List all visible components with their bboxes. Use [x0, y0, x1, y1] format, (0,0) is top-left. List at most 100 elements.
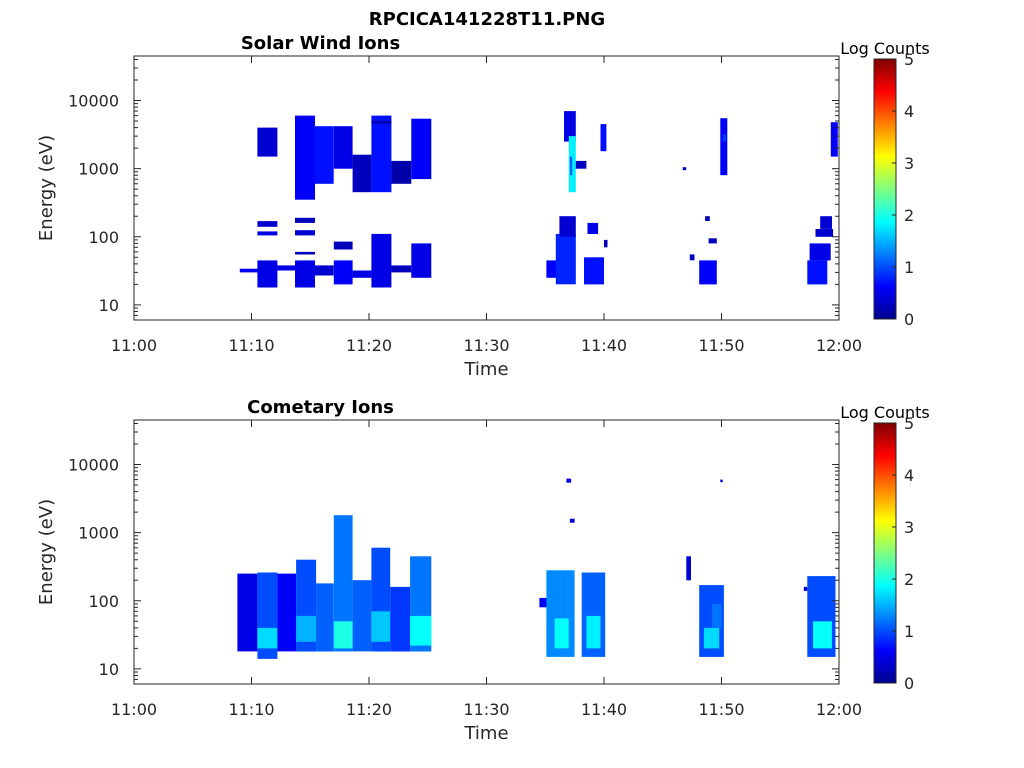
heatmap-cell	[295, 115, 315, 200]
heatmap-cell	[699, 260, 717, 285]
heatmap-cell	[257, 127, 278, 157]
heatmap-cell	[333, 126, 353, 169]
heatmap-cell	[352, 580, 372, 652]
heatmap-cell	[333, 621, 353, 649]
heatmap-cell	[587, 222, 599, 234]
x-tick-label: 11:40	[581, 336, 627, 355]
heatmap-cell	[333, 241, 353, 250]
colorbar-tick-label: 4	[904, 102, 914, 121]
heatmap-cell	[686, 556, 691, 581]
heatmap-cell	[295, 260, 315, 288]
heatmap-cell	[564, 111, 576, 142]
heatmap-cell	[820, 216, 832, 229]
heatmap-cell	[295, 217, 315, 223]
x-tick-label: 12:00	[816, 700, 862, 719]
x-tick-label: 11:50	[698, 700, 744, 719]
heatmap-cell	[391, 265, 412, 273]
heatmap-cell	[586, 615, 601, 649]
heatmap-cell	[559, 216, 576, 237]
heatmap-cell	[554, 618, 569, 649]
heatmap-cell	[371, 611, 391, 642]
panel-title: Solar Wind Ions	[241, 33, 400, 54]
heatmap-cell	[411, 243, 432, 278]
heatmap-cell	[314, 265, 334, 276]
panel-title: Cometary Ions	[247, 397, 394, 418]
y-tick-label: 1000	[78, 524, 119, 543]
heatmap-cell	[295, 251, 315, 255]
heatmap-cell	[257, 627, 278, 649]
heatmap-cell	[333, 260, 353, 285]
heatmap-cell	[584, 257, 604, 285]
x-tick-label: 11:20	[346, 700, 392, 719]
y-tick-label: 1000	[78, 160, 119, 179]
colorbar-tick-label: 4	[904, 466, 914, 485]
colorbar-tick-label: 5	[904, 50, 914, 69]
heatmap-cell	[703, 627, 720, 649]
colorbar-tick-label: 1	[904, 258, 914, 277]
x-tick-label: 11:10	[228, 336, 274, 355]
colorbar-tick-label: 3	[904, 518, 914, 537]
y-tick-label: 10	[99, 660, 119, 679]
heatmap-cell	[566, 478, 572, 483]
heatmap-cell	[539, 597, 552, 608]
heatmap-cell	[604, 239, 608, 248]
heatmap-cell	[411, 118, 432, 180]
x-axis-label: Time	[463, 723, 508, 744]
heatmap-cell	[316, 583, 334, 652]
y-axis-label: Energy (eV)	[36, 499, 57, 605]
heatmap-cell	[239, 268, 264, 273]
heatmap-cell	[257, 231, 278, 236]
y-tick-label: 100	[88, 228, 119, 247]
heatmap-cell	[708, 238, 717, 244]
heatmap-cell	[815, 229, 834, 237]
heatmap-cell	[296, 615, 317, 642]
heatmap-cell	[391, 160, 412, 184]
colorbar-tick-label: 0	[904, 310, 914, 329]
colorbar	[873, 422, 897, 684]
cometary-ions-panel: 11:00 11:10 11:20 11:30 11:40 11:50 12:0010100…	[36, 397, 930, 744]
colorbar-tick-label: 5	[904, 414, 914, 433]
heatmap-cell	[720, 118, 728, 176]
heatmap-cell	[830, 122, 838, 157]
heatmap-cell	[314, 126, 334, 184]
heatmap-cell	[410, 615, 432, 646]
heatmap-cell	[257, 221, 278, 227]
heatmap-cell	[568, 136, 576, 193]
heatmap-cell	[807, 260, 828, 285]
heatmap-cell	[813, 621, 832, 649]
solar-wind-panel: 11:00 11:10 11:20 11:30 11:40 11:50 12:0010100…	[36, 33, 930, 380]
x-tick-label: 11:30	[463, 700, 509, 719]
heatmap-cell	[277, 573, 297, 652]
heatmap-cell	[682, 167, 687, 171]
x-tick-label: 11:10	[228, 700, 274, 719]
x-axis-label: Time	[463, 359, 508, 380]
colorbar-label: Log Counts	[840, 39, 930, 58]
heatmap-cell	[390, 586, 411, 652]
colorbar-tick-label: 0	[904, 674, 914, 693]
heatmap-cell	[237, 573, 258, 652]
heatmap-cell	[295, 230, 315, 236]
heatmap-cell	[352, 270, 372, 278]
colorbar-tick-label: 1	[904, 622, 914, 641]
colorbar-tick-label: 3	[904, 154, 914, 173]
x-tick-label: 11:00	[111, 336, 157, 355]
heatmap-cell	[712, 603, 722, 628]
heatmap-cell	[371, 121, 392, 124]
x-tick-label: 11:30	[463, 336, 509, 355]
heatmap-cell	[257, 260, 278, 288]
heatmap-cell	[600, 124, 607, 152]
heatmap-cell	[555, 233, 576, 285]
y-tick-label: 10000	[68, 456, 119, 475]
x-tick-label: 11:40	[581, 700, 627, 719]
x-tick-label: 11:20	[346, 336, 392, 355]
y-axis-label: Energy (eV)	[36, 135, 57, 241]
y-tick-label: 10000	[68, 92, 119, 111]
y-tick-label: 100	[88, 592, 119, 611]
heatmap-cell	[546, 260, 557, 278]
heatmap-cell	[575, 160, 587, 169]
heatmap-cell	[803, 586, 808, 591]
heatmap-cell	[277, 265, 299, 271]
heatmap-cell	[569, 518, 575, 523]
x-tick-label: 11:00	[111, 700, 157, 719]
